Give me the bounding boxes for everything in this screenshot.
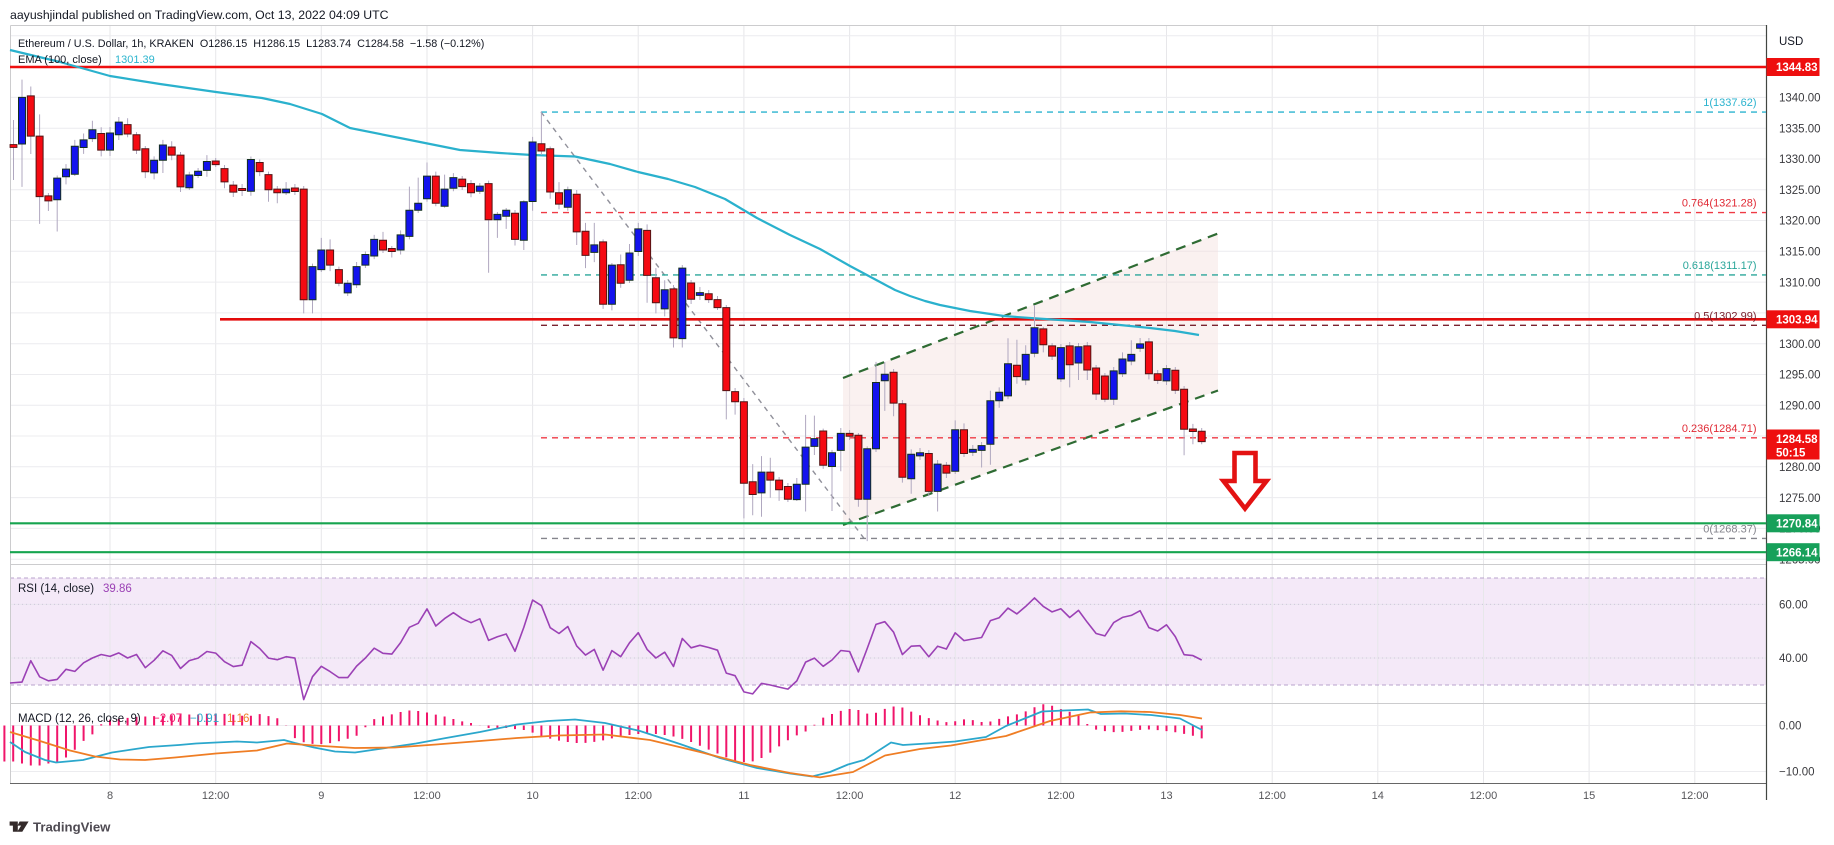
svg-text:−2.07: −2.07 [153, 713, 182, 725]
svg-text:USD: USD [1779, 36, 1803, 48]
svg-text:Ethereum / U.S. Dollar, 1h, KR: Ethereum / U.S. Dollar, 1h, KRAKEN O1286… [18, 38, 484, 50]
svg-text:0(1268.37): 0(1268.37) [1703, 523, 1756, 535]
svg-text:8: 8 [107, 790, 113, 802]
svg-text:0.764(1321.28): 0.764(1321.28) [1682, 198, 1757, 210]
svg-text:1300.00: 1300.00 [1779, 339, 1821, 351]
svg-text:1310.00: 1310.00 [1779, 277, 1821, 289]
svg-text:1325.00: 1325.00 [1779, 185, 1821, 197]
svg-text:12: 12 [949, 790, 961, 802]
svg-text:1270.84: 1270.84 [1776, 519, 1818, 531]
svg-text:9: 9 [318, 790, 324, 802]
svg-text:1275.00: 1275.00 [1779, 493, 1821, 505]
svg-text:12:00: 12:00 [1681, 790, 1709, 802]
svg-text:12:00: 12:00 [202, 790, 230, 802]
svg-text:15: 15 [1583, 790, 1595, 802]
svg-text:TradingView: TradingView [33, 819, 111, 834]
svg-text:11: 11 [738, 790, 749, 802]
svg-text:1344.83: 1344.83 [1776, 62, 1818, 74]
svg-text:60.00: 60.00 [1779, 600, 1808, 612]
svg-text:MACD (12, 26, close, 9): MACD (12, 26, close, 9) [18, 713, 141, 725]
svg-text:0.236(1284.71): 0.236(1284.71) [1682, 423, 1757, 435]
svg-text:40.00: 40.00 [1779, 653, 1808, 665]
svg-text:1(1337.62): 1(1337.62) [1703, 97, 1756, 109]
svg-text:1340.00: 1340.00 [1779, 93, 1821, 105]
svg-text:1284.58: 1284.58 [1776, 434, 1818, 446]
svg-text:1280.00: 1280.00 [1779, 462, 1821, 474]
svg-text:1335.00: 1335.00 [1779, 123, 1821, 135]
svg-text:12:00: 12:00 [1470, 790, 1498, 802]
svg-text:10: 10 [526, 790, 538, 802]
svg-text:50:15: 50:15 [1776, 448, 1806, 460]
svg-text:1266.14: 1266.14 [1776, 547, 1818, 559]
svg-text:14: 14 [1372, 790, 1384, 802]
svg-text:12:00: 12:00 [1047, 790, 1075, 802]
svg-text:1303.94: 1303.94 [1776, 315, 1818, 327]
svg-text:1301.39: 1301.39 [115, 54, 155, 66]
svg-text:0.5(1302.99): 0.5(1302.99) [1694, 310, 1756, 322]
svg-text:−10.00: −10.00 [1779, 767, 1815, 779]
svg-text:1330.00: 1330.00 [1779, 154, 1821, 166]
svg-text:EMA (100, close): EMA (100, close) [18, 54, 102, 66]
svg-text:aayushjindal published on Trad: aayushjindal published on TradingView.co… [10, 8, 389, 22]
svg-text:1.16: 1.16 [227, 713, 249, 725]
svg-text:12:00: 12:00 [624, 790, 652, 802]
svg-text:12:00: 12:00 [413, 790, 441, 802]
svg-text:12:00: 12:00 [836, 790, 864, 802]
svg-text:12:00: 12:00 [1258, 790, 1286, 802]
svg-text:1320.00: 1320.00 [1779, 216, 1821, 228]
svg-text:39.86: 39.86 [103, 583, 132, 595]
svg-text:RSI (14, close): RSI (14, close) [18, 583, 94, 595]
svg-text:1295.00: 1295.00 [1779, 370, 1821, 382]
svg-text:1290.00: 1290.00 [1779, 400, 1821, 412]
svg-text:0.618(1311.17): 0.618(1311.17) [1683, 260, 1757, 272]
svg-text:13: 13 [1160, 790, 1172, 802]
svg-text:1315.00: 1315.00 [1779, 247, 1821, 259]
svg-text:0.00: 0.00 [1779, 721, 1801, 733]
svg-text:−0.91: −0.91 [190, 713, 219, 725]
